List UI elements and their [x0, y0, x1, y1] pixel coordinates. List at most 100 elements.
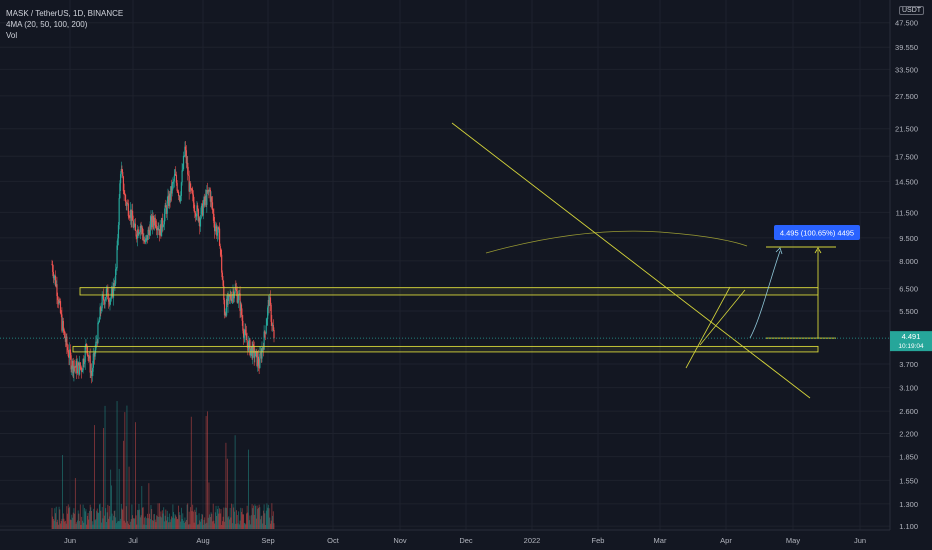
price-tick-label: 1.550	[899, 476, 918, 485]
volume-bar	[62, 513, 64, 529]
volume-bar	[214, 512, 216, 529]
volume-bar	[205, 523, 206, 529]
candle-body	[267, 299, 269, 308]
time-tick-label: May	[786, 536, 800, 545]
volume-bar	[194, 509, 196, 529]
candle-body	[78, 362, 80, 375]
volume-bar	[51, 507, 53, 529]
volume-bar	[91, 521, 93, 529]
candle-body	[213, 213, 215, 224]
volume-bar	[52, 516, 54, 529]
support-zone	[72, 345, 819, 353]
candle-body	[137, 229, 139, 236]
volume-bar	[243, 522, 245, 529]
volume-bar	[115, 517, 117, 529]
candle-body	[57, 296, 59, 300]
candle-body	[176, 182, 178, 191]
volume-bar	[148, 483, 150, 529]
volume-bar	[94, 520, 96, 529]
volume-bar	[124, 412, 126, 529]
price-tick-label: 11.500	[896, 208, 918, 217]
volume-bar	[234, 511, 235, 529]
volume-bar	[54, 508, 56, 529]
volume-bar	[73, 508, 75, 529]
currency-badge[interactable]: USDT	[899, 6, 925, 15]
volume-bar	[242, 514, 244, 529]
candle-body	[134, 223, 137, 231]
volume-bar	[103, 428, 105, 529]
candle-body	[229, 294, 231, 297]
candle-body	[218, 228, 221, 246]
candle-body	[256, 351, 258, 367]
volume-bar	[152, 520, 154, 529]
volume-bar	[159, 503, 160, 529]
candle-body	[189, 183, 192, 189]
volume-legend[interactable]: Vol	[6, 31, 18, 40]
candle-body	[247, 341, 250, 351]
candle-body	[250, 346, 252, 349]
candle-body	[216, 232, 219, 236]
volume-bar	[217, 505, 219, 529]
candle-body	[122, 171, 124, 177]
symbol-legend[interactable]: MASK / TetherUS, 1D, BINANCE	[6, 9, 124, 18]
candle-body	[110, 298, 112, 301]
candle-body	[212, 210, 214, 214]
candle-body	[151, 216, 153, 228]
candle-body	[240, 304, 242, 311]
descending-trendline	[451, 122, 811, 399]
candle-body	[156, 226, 158, 231]
volume-bar	[245, 524, 247, 529]
candle-body	[120, 168, 122, 175]
volume-bar	[176, 516, 177, 529]
candle-body	[99, 307, 101, 320]
price-tick-label: 6.500	[899, 285, 918, 294]
volume-bar	[258, 504, 260, 529]
volume-bar	[149, 513, 150, 529]
volume-bar	[110, 469, 112, 529]
volume-bar	[195, 511, 196, 529]
candle-body	[251, 346, 253, 359]
price-tick-label: 2.600	[899, 407, 918, 416]
candle-body	[163, 214, 166, 225]
candle-body	[86, 343, 88, 347]
candle-body	[142, 233, 144, 241]
volume-bar	[265, 510, 267, 529]
price-tick-label: 1.100	[899, 522, 918, 531]
candle-body	[98, 319, 100, 323]
candle-body	[132, 220, 134, 228]
volume-bar	[171, 517, 173, 529]
candle-body	[248, 339, 250, 342]
volume-bar	[113, 510, 115, 529]
price-tick-label: 14.500	[895, 177, 918, 186]
volume-bar	[171, 516, 172, 529]
channel-upper-line	[699, 289, 746, 346]
volume-bar	[138, 503, 140, 529]
volume-bar	[219, 508, 220, 529]
price-tick-label: 1.300	[899, 500, 918, 509]
candle-body	[129, 217, 131, 219]
candle-body	[242, 330, 245, 338]
candle-body	[158, 229, 160, 230]
candle-body	[189, 183, 191, 192]
candle-body	[68, 356, 70, 359]
candle-body	[139, 232, 141, 234]
time-tick-label: Jun	[64, 536, 76, 545]
volume-bar	[137, 509, 138, 529]
moving-average-legend[interactable]: 4MA (20, 50, 100, 200)	[6, 20, 88, 29]
volume-bar	[155, 522, 157, 529]
volume-bar	[80, 524, 82, 529]
volume-bar	[57, 519, 59, 529]
volume-bar	[229, 519, 230, 529]
candle-body	[89, 355, 91, 373]
candle-body	[62, 321, 64, 329]
volume-bar	[121, 508, 123, 529]
volume-bar	[221, 524, 223, 529]
candle-body	[255, 351, 257, 352]
volume-bar	[131, 504, 133, 529]
candle-body	[115, 269, 117, 284]
candle-body	[168, 195, 170, 206]
volume-bar	[209, 517, 211, 529]
candle-body	[105, 289, 108, 298]
volume-bar	[262, 523, 264, 529]
